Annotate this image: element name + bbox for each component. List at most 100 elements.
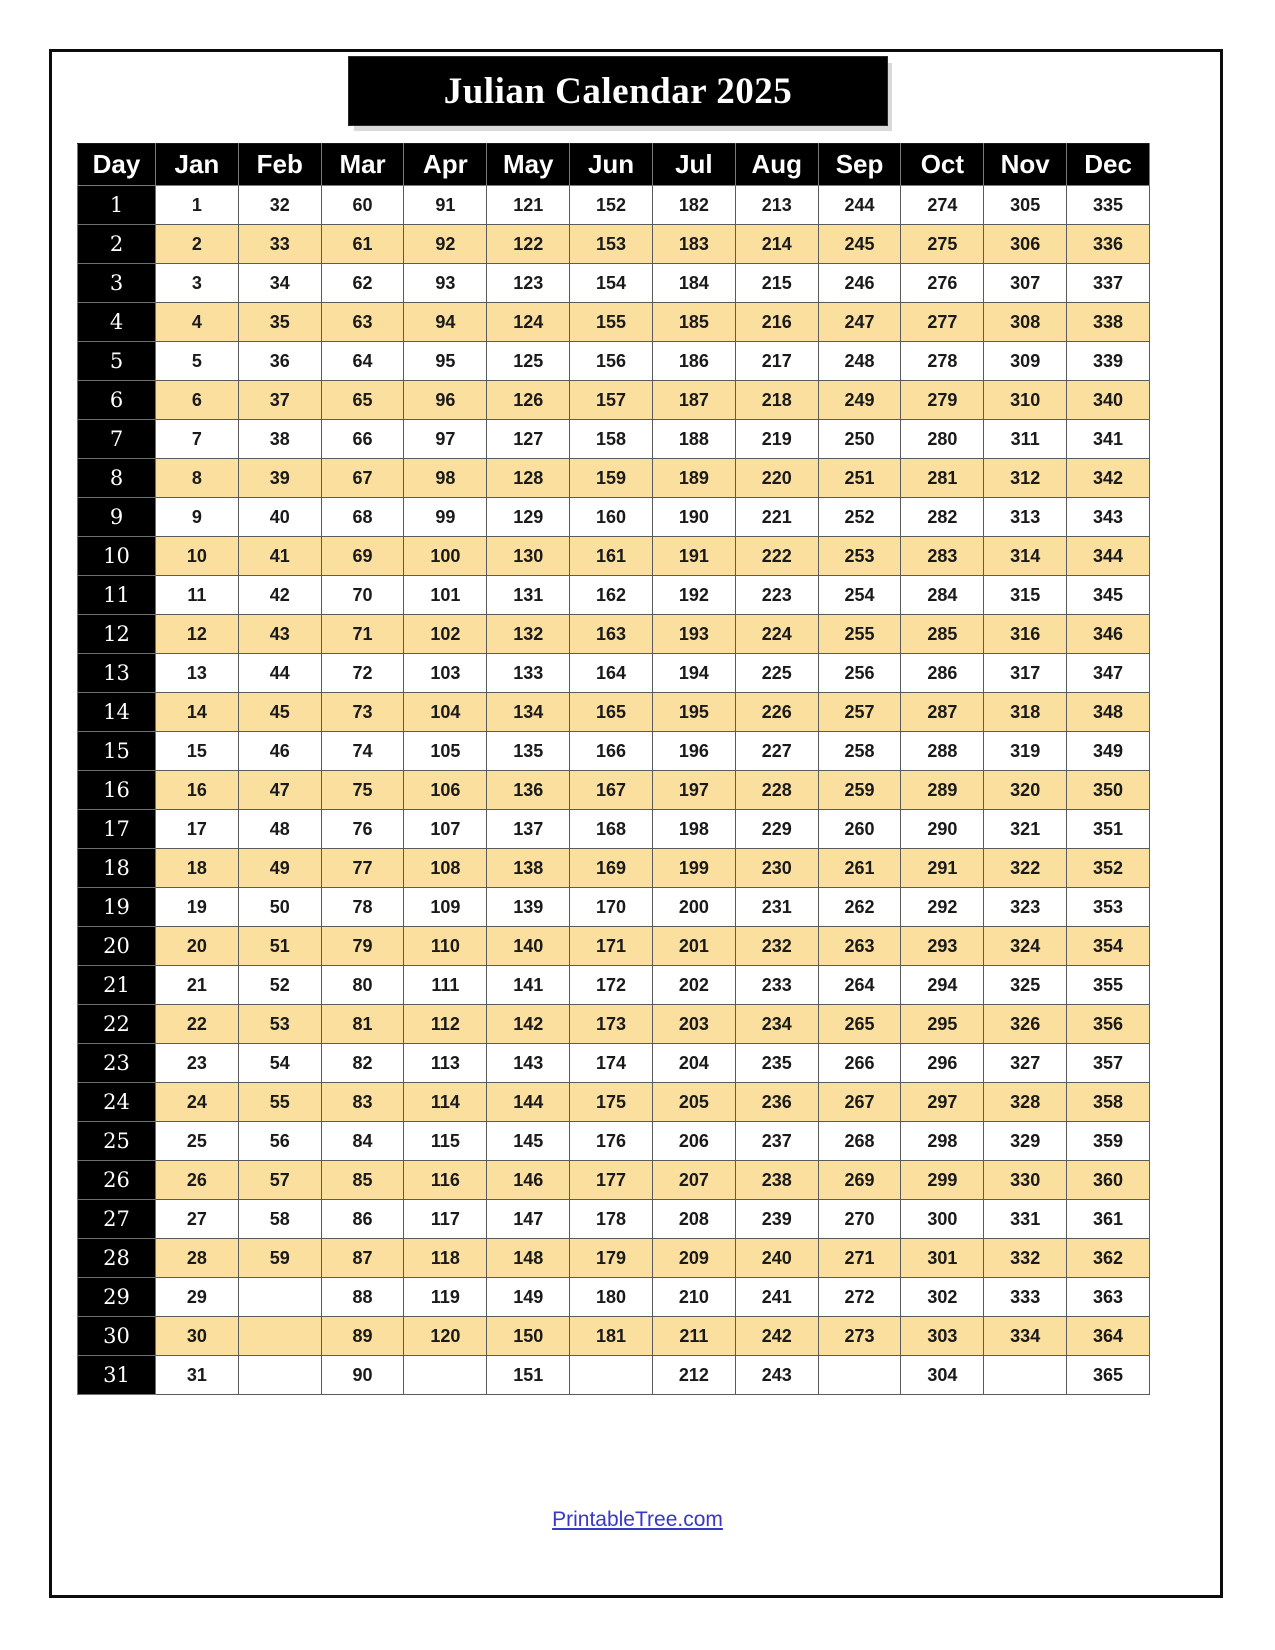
julian-date-cell: 217 (734, 341, 819, 381)
julian-date-cell: 358 (1066, 1082, 1150, 1122)
julian-date-cell: 242 (734, 1316, 819, 1356)
day-cell: 11 (77, 575, 156, 615)
julian-date-cell: 356 (1066, 1004, 1150, 1044)
julian-date-cell: 364 (1066, 1316, 1150, 1356)
julian-date-cell: 220 (734, 458, 819, 498)
julian-date-cell: 353 (1066, 887, 1150, 927)
julian-date-cell: 316 (983, 614, 1068, 654)
day-cell: 31 (77, 1355, 156, 1395)
julian-date-cell: 13 (155, 653, 239, 693)
julian-date-cell: 270 (817, 1199, 902, 1239)
day-cell: 18 (77, 848, 156, 888)
day-cell: 7 (77, 419, 156, 459)
julian-date-cell: 150 (486, 1316, 571, 1356)
julian-date-cell: 230 (734, 848, 819, 888)
julian-date-cell: 178 (569, 1199, 653, 1239)
julian-date-cell: 3 (155, 263, 239, 303)
julian-date-cell: 355 (1066, 965, 1150, 1005)
julian-date-cell: 136 (486, 770, 571, 810)
julian-date-cell: 99 (403, 497, 488, 537)
julian-date-cell: 298 (900, 1121, 985, 1161)
julian-date-cell: 66 (320, 419, 405, 459)
day-cell: 23 (77, 1043, 156, 1083)
julian-date-cell: 125 (486, 341, 571, 381)
julian-date-cell: 360 (1066, 1160, 1150, 1200)
julian-date-cell: 271 (817, 1238, 902, 1278)
julian-date-cell: 40 (237, 497, 322, 537)
julian-date-cell: 250 (817, 419, 902, 459)
printabletree-link[interactable]: PrintableTree.com (552, 1508, 723, 1531)
julian-date-cell: 363 (1066, 1277, 1150, 1317)
day-cell: 21 (77, 965, 156, 1005)
julian-date-cell: 104 (403, 692, 488, 732)
julian-date-cell: 19 (155, 887, 239, 927)
julian-date-cell: 180 (569, 1277, 653, 1317)
day-cell: 13 (77, 653, 156, 693)
julian-date-cell: 117 (403, 1199, 488, 1239)
julian-date-cell: 97 (403, 419, 488, 459)
julian-date-cell: 101 (403, 575, 488, 615)
julian-date-cell: 144 (486, 1082, 571, 1122)
julian-date-cell: 74 (320, 731, 405, 771)
julian-date-cell: 307 (983, 263, 1068, 303)
julian-date-cell: 115 (403, 1121, 488, 1161)
julian-date-cell: 83 (320, 1082, 405, 1122)
julian-date-cell: 157 (569, 380, 653, 420)
julian-date-cell: 41 (237, 536, 322, 576)
julian-date-cell: 142 (486, 1004, 571, 1044)
julian-calendar-table: Day Jan Feb Mar Apr May Jun Jul Aug Sep Oct Nov Dec … (77, 143, 1150, 1395)
julian-date-cell: 320 (983, 770, 1068, 810)
julian-date-cell: 133 (486, 653, 571, 693)
table-row: 26 26 57 85 116 146 177 207 238 269 299 330 360 (77, 1160, 1150, 1200)
julian-date-cell: 306 (983, 224, 1068, 264)
julian-date-cell: 290 (900, 809, 985, 849)
day-cell: 15 (77, 731, 156, 771)
julian-date-cell: 297 (900, 1082, 985, 1122)
julian-date-cell: 279 (900, 380, 985, 420)
table-row: 22 22 53 81 112 142 173 203 234 265 295 326 356 (77, 1004, 1150, 1044)
julian-date-cell: 328 (983, 1082, 1068, 1122)
julian-date-cell: 62 (320, 263, 405, 303)
julian-date-cell: 185 (651, 302, 736, 342)
day-cell: 5 (77, 341, 156, 381)
julian-date-cell: 11 (155, 575, 239, 615)
julian-date-cell: 256 (817, 653, 902, 693)
julian-date-cell: 239 (734, 1199, 819, 1239)
julian-date-cell: 67 (320, 458, 405, 498)
julian-date-cell: 16 (155, 770, 239, 810)
julian-date-cell: 26 (155, 1160, 239, 1200)
julian-date-cell: 176 (569, 1121, 653, 1161)
col-header-feb: Feb (237, 143, 322, 186)
julian-date-cell: 333 (983, 1277, 1068, 1317)
julian-date-cell: 311 (983, 419, 1068, 459)
julian-date-cell: 134 (486, 692, 571, 732)
day-cell: 12 (77, 614, 156, 654)
julian-date-cell: 227 (734, 731, 819, 771)
julian-date-cell: 34 (237, 263, 322, 303)
col-header-mar: Mar (320, 143, 405, 186)
julian-date-cell: 186 (651, 341, 736, 381)
table-row: 5 5 36 64 95 125 156 186 217 248 278 309 339 (77, 341, 1150, 381)
julian-date-cell: 287 (900, 692, 985, 732)
col-header-jun: Jun (569, 143, 653, 186)
julian-date-cell: 53 (237, 1004, 322, 1044)
julian-date-cell: 295 (900, 1004, 985, 1044)
julian-date-cell: 201 (651, 926, 736, 966)
julian-date-cell: 88 (320, 1277, 405, 1317)
julian-date-cell: 362 (1066, 1238, 1150, 1278)
day-cell: 2 (77, 224, 156, 264)
julian-date-cell: 277 (900, 302, 985, 342)
julian-date-cell: 92 (403, 224, 488, 264)
julian-date-cell (237, 1355, 322, 1395)
table-row: 12 12 43 71 102 132 163 193 224 255 285 316 346 (77, 614, 1150, 654)
table-row: 27 27 58 86 117 147 178 208 239 270 300 331 361 (77, 1199, 1150, 1239)
julian-date-cell: 44 (237, 653, 322, 693)
julian-date-cell: 139 (486, 887, 571, 927)
julian-date-cell: 27 (155, 1199, 239, 1239)
julian-date-cell: 158 (569, 419, 653, 459)
julian-date-cell: 38 (237, 419, 322, 459)
julian-date-cell: 240 (734, 1238, 819, 1278)
julian-date-cell: 191 (651, 536, 736, 576)
julian-date-cell: 309 (983, 341, 1068, 381)
julian-date-cell: 96 (403, 380, 488, 420)
